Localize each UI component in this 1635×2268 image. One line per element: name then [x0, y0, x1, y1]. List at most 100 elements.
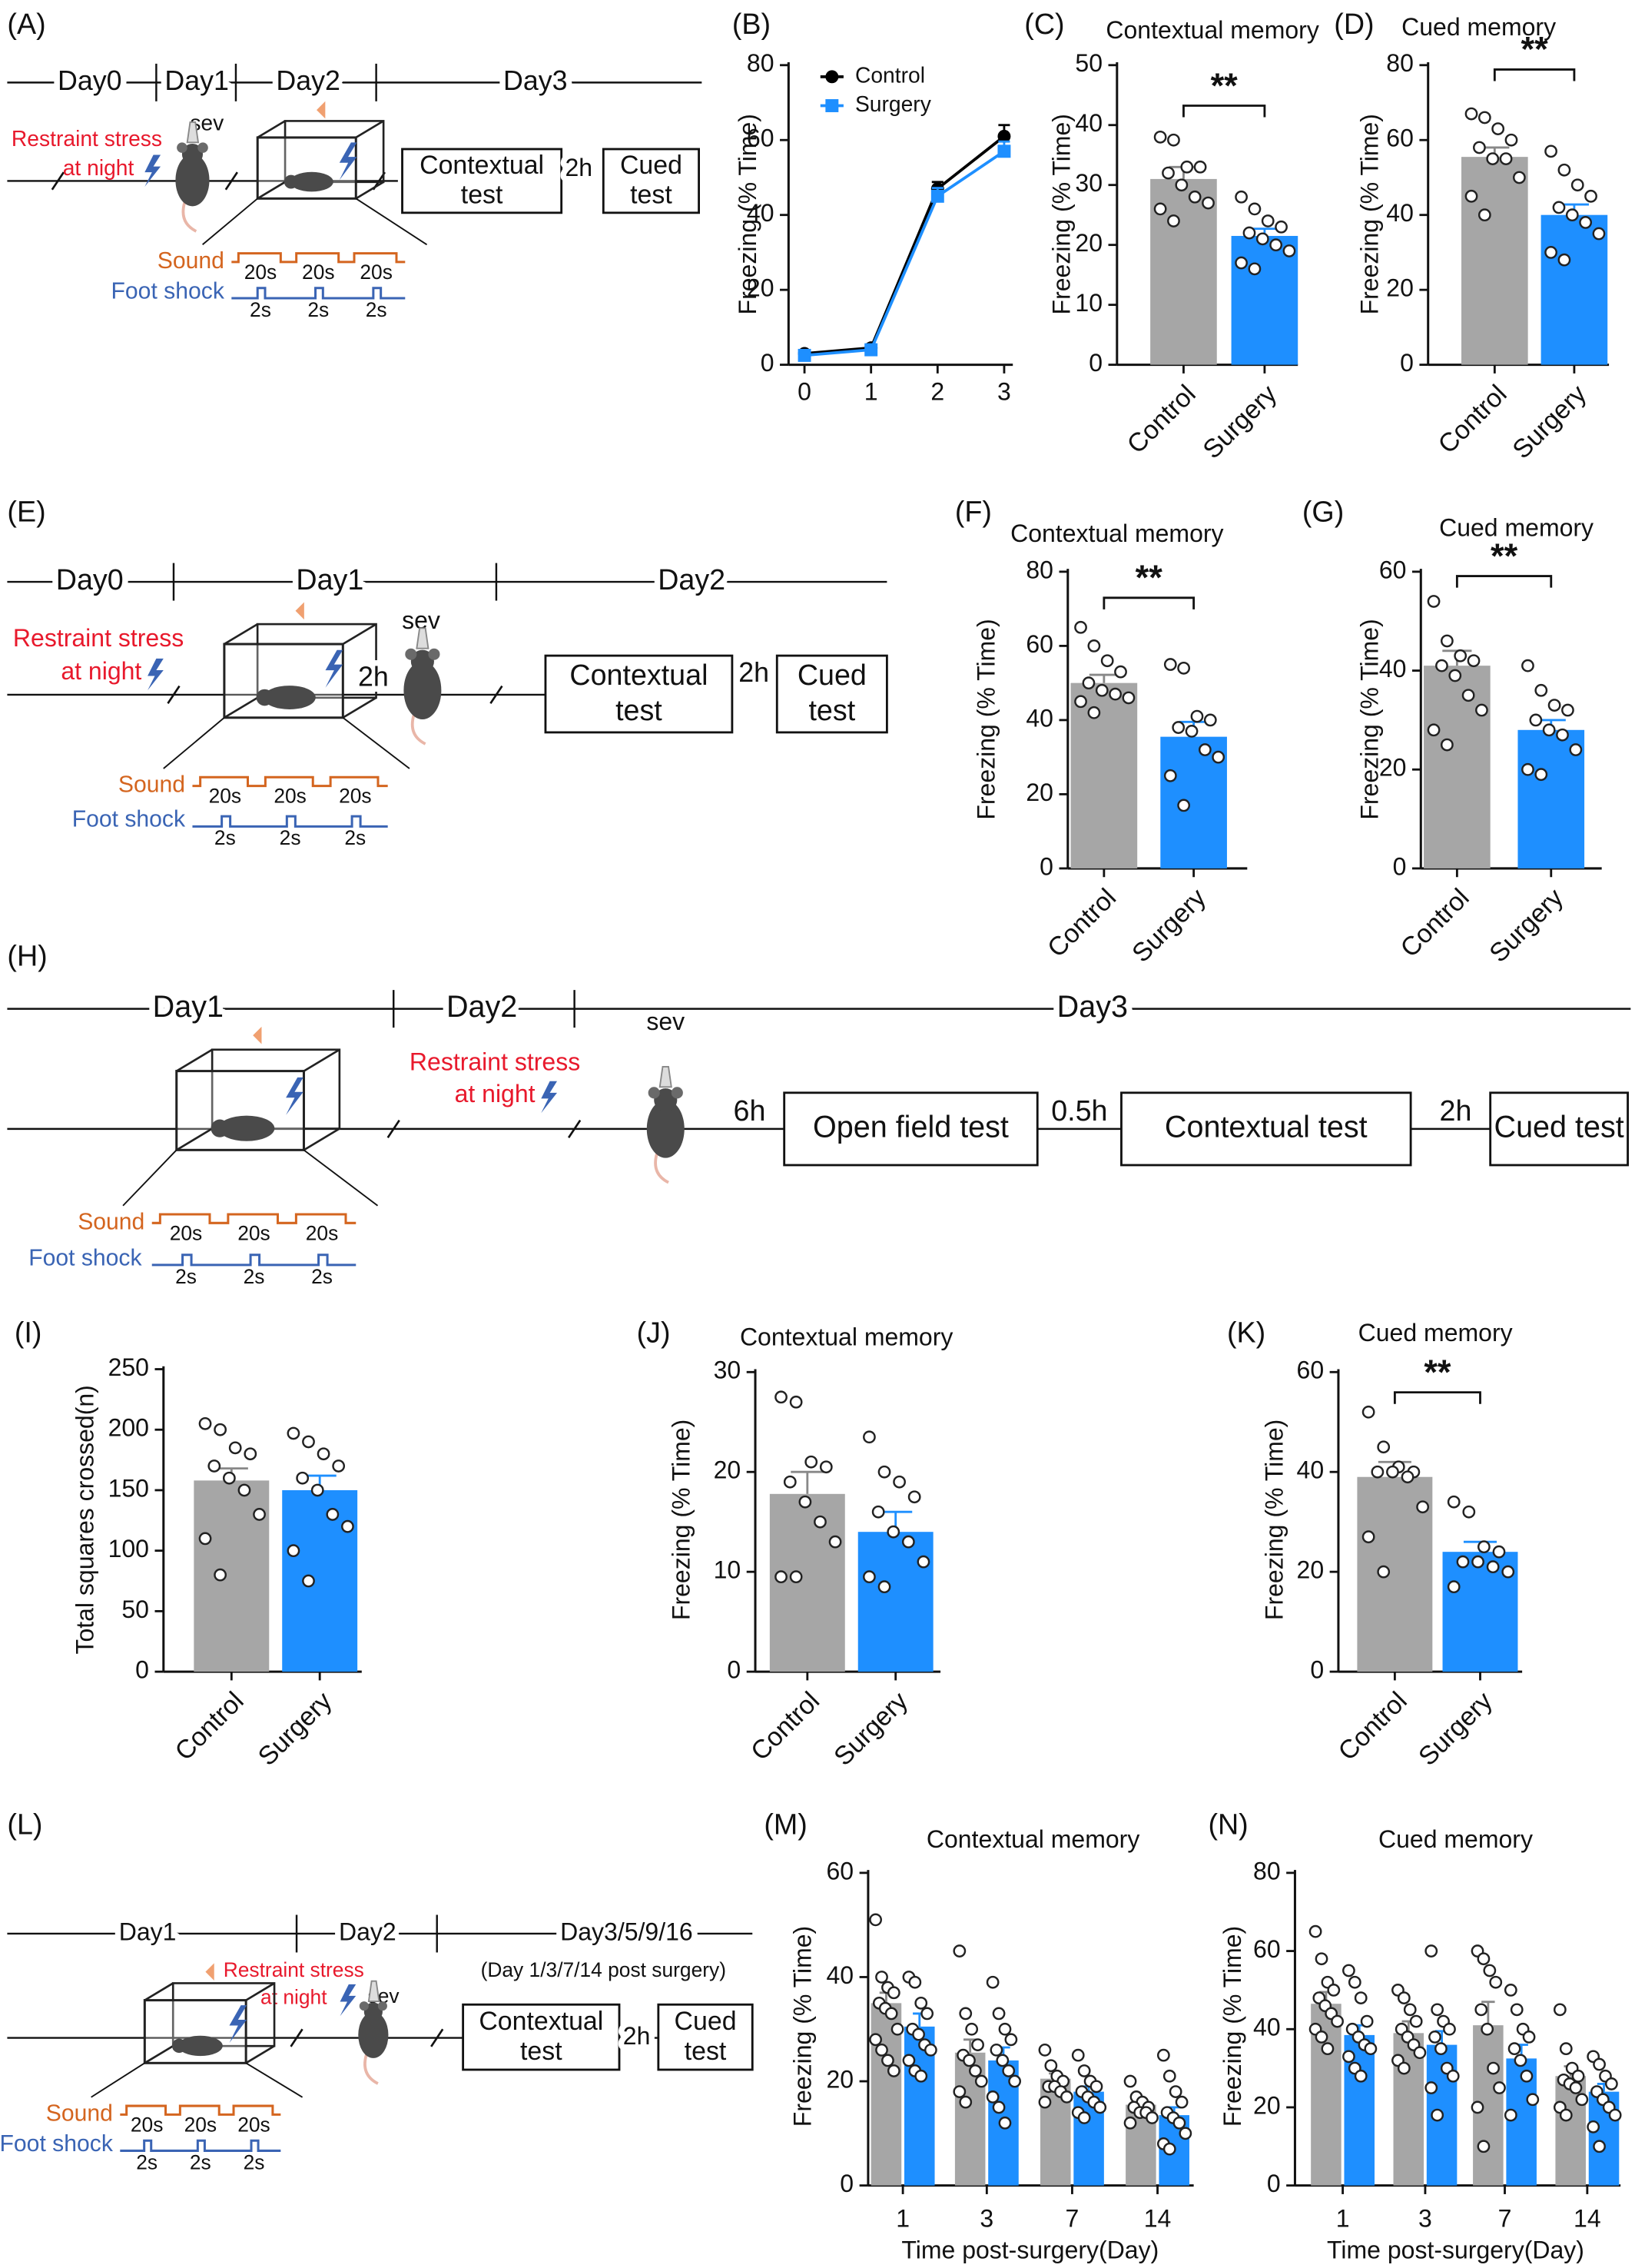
x-tick-label: 3	[1418, 2204, 1432, 2232]
data-point	[1440, 634, 1454, 648]
data-point	[1248, 202, 1262, 216]
x-tick-label: Surgery	[828, 1686, 914, 1772]
data-point	[1175, 2095, 1189, 2109]
data-point	[1397, 2061, 1411, 2075]
stress-label: Restraint stress	[13, 624, 184, 652]
bar	[282, 1489, 358, 1672]
data-point	[1431, 2003, 1444, 2017]
data-point	[287, 1544, 300, 1558]
sev-label: sev	[646, 1008, 685, 1035]
sound-duration: 20s	[306, 1221, 339, 1244]
significance-bracket	[1493, 68, 1576, 81]
y-tick-label: 60	[1379, 556, 1407, 583]
shock-duration: 2s	[311, 1265, 333, 1288]
sound-duration: 20s	[302, 261, 335, 284]
break-mark	[567, 1119, 582, 1138]
mouse-tail	[363, 2054, 379, 2085]
day-label: Day1	[119, 1918, 177, 1945]
chart-title: Cued memory	[1378, 1825, 1533, 1853]
x-axis-label: Time post-surgery(Day)	[901, 2236, 1159, 2264]
cube-edge	[144, 1982, 174, 2001]
y-tick-label: 60	[1253, 1935, 1281, 1963]
test-label: Cued test	[1494, 1110, 1624, 1144]
data-point	[863, 1570, 876, 1584]
mouse-ear	[648, 1087, 660, 1099]
data-point	[1504, 133, 1518, 147]
cube-edge	[303, 1127, 340, 1151]
data-point	[1172, 721, 1186, 734]
legend-label: Surgery	[855, 91, 932, 116]
x-tick-label: Surgery	[1507, 380, 1592, 465]
stress-bolt	[144, 154, 161, 187]
data-point	[1162, 166, 1175, 180]
shock-duration: 2s	[366, 298, 387, 321]
stress-bolt	[148, 658, 164, 691]
note: (Day 1/3/7/14 post surgery)	[481, 1958, 726, 1981]
mouse-in-box	[263, 686, 316, 709]
y-tick-label: 20	[1075, 229, 1103, 257]
data-point	[971, 2038, 984, 2051]
x-tick-label: 1	[1336, 2204, 1350, 2232]
data-point	[1377, 1565, 1391, 1579]
data-point	[1556, 728, 1569, 742]
data-point	[1435, 659, 1448, 672]
y-tick-label: 40	[1075, 109, 1103, 137]
data-point	[1522, 2031, 1536, 2044]
interval-label: 2h	[1440, 1094, 1472, 1127]
chart-title: Contextual memory	[1010, 520, 1223, 547]
data-point	[1467, 654, 1481, 668]
data-point	[986, 2090, 1000, 2104]
data-point	[237, 1483, 251, 1497]
data-point	[1342, 1964, 1355, 1977]
data-point	[1077, 2111, 1091, 2124]
data-point	[207, 1459, 221, 1473]
data-point	[1315, 2031, 1328, 2044]
shock-duration: 2s	[190, 2150, 211, 2173]
panel-label: (F)	[955, 496, 992, 528]
data-point	[1557, 253, 1571, 267]
x-tick-label: Surgery	[1126, 883, 1212, 968]
interval-label: 2h	[738, 657, 769, 688]
shock-duration: 2s	[280, 826, 301, 849]
bar	[1070, 682, 1138, 868]
data-point	[1542, 723, 1556, 737]
sound-duration: 20s	[209, 785, 242, 808]
y-tick-label: 0	[135, 1656, 149, 1684]
data-point	[1177, 661, 1191, 675]
data-point	[1477, 208, 1491, 222]
data-point	[244, 1447, 257, 1461]
panel-label: (A)	[7, 8, 45, 40]
data-point	[1348, 1975, 1361, 1989]
data-point	[1156, 2048, 1170, 2062]
shock-label: Foot shock	[111, 278, 225, 304]
data-point	[1371, 1465, 1385, 1479]
cube-edge	[144, 2045, 174, 2064]
y-tick-label: 20	[747, 274, 774, 302]
x-tick-label: 14	[1144, 2204, 1172, 2232]
data-point	[1534, 683, 1548, 697]
cube-back	[171, 1982, 276, 2047]
data-point	[1553, 2003, 1567, 2017]
data-point	[1038, 2095, 1052, 2109]
zoom-line	[122, 1149, 177, 1207]
x-tick-label: Surgery	[1413, 1686, 1498, 1772]
panel-label: (K)	[1227, 1316, 1265, 1348]
data-point	[1434, 2042, 1448, 2056]
x-tick-label: Control	[1042, 883, 1122, 963]
sound-duration: 20s	[170, 1221, 203, 1244]
data-point	[1521, 659, 1534, 672]
data-point	[1520, 2069, 1534, 2083]
data-point	[1038, 2043, 1052, 2057]
series-line	[804, 150, 1005, 357]
data-point	[1364, 2042, 1378, 2056]
data-point	[869, 1913, 882, 1927]
y-tick-label: 10	[1075, 289, 1103, 317]
data-point	[1179, 2127, 1192, 2140]
data-point	[1167, 133, 1180, 147]
sound-label: Sound	[46, 2100, 113, 2126]
break-mark	[167, 685, 181, 704]
data-point	[1513, 171, 1526, 184]
mouse-body	[175, 154, 210, 207]
data-point	[884, 2007, 898, 2021]
zoom-line	[342, 717, 410, 769]
